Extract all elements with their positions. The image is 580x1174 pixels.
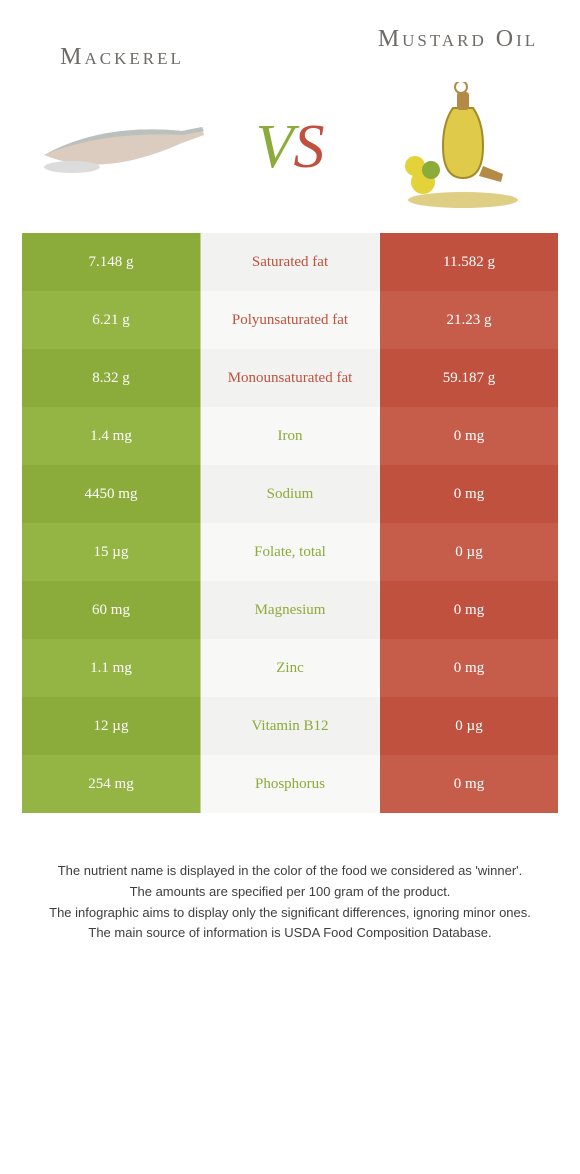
right-value-cell: 59.187 g bbox=[380, 349, 558, 407]
nutrient-name-cell: Iron bbox=[201, 407, 380, 465]
table-row: 15 µgFolate, total0 µg bbox=[22, 523, 558, 581]
left-value-cell: 8.32 g bbox=[22, 349, 201, 407]
right-value-cell: 11.582 g bbox=[380, 233, 558, 291]
nutrient-name-cell: Monounsaturated fat bbox=[201, 349, 380, 407]
table-row: 7.148 gSaturated fat11.582 g bbox=[22, 233, 558, 291]
nutrient-name-cell: Phosphorus bbox=[201, 755, 380, 813]
vs-letter-v: V bbox=[256, 112, 294, 183]
left-food-title: Mackerel bbox=[22, 44, 222, 71]
right-value-cell: 0 mg bbox=[380, 755, 558, 813]
comparison-table: 7.148 gSaturated fat11.582 g6.21 gPolyun… bbox=[22, 233, 558, 813]
left-value-cell: 12 µg bbox=[22, 697, 201, 755]
footnote-line: The infographic aims to display only the… bbox=[30, 903, 550, 924]
footnote-line: The amounts are specified per 100 gram o… bbox=[30, 882, 550, 903]
nutrient-name-cell: Vitamin B12 bbox=[201, 697, 380, 755]
header: Mackerel Mustard Oil bbox=[22, 16, 558, 71]
left-value-cell: 60 mg bbox=[22, 581, 201, 639]
images-row: V S bbox=[22, 77, 558, 217]
infographic-page: Mackerel Mustard Oil V S bbox=[0, 0, 580, 1174]
left-value-cell: 1.4 mg bbox=[22, 407, 201, 465]
left-value-cell: 6.21 g bbox=[22, 291, 201, 349]
left-value-cell: 15 µg bbox=[22, 523, 201, 581]
right-food-image bbox=[358, 82, 558, 212]
vs-letter-s: S bbox=[293, 112, 324, 183]
nutrient-name-cell: Saturated fat bbox=[201, 233, 380, 291]
left-value-cell: 254 mg bbox=[22, 755, 201, 813]
right-value-cell: 0 µg bbox=[380, 523, 558, 581]
left-value-cell: 1.1 mg bbox=[22, 639, 201, 697]
table-row: 254 mgPhosphorus0 mg bbox=[22, 755, 558, 813]
table-row: 60 mgMagnesium0 mg bbox=[22, 581, 558, 639]
right-value-cell: 0 µg bbox=[380, 697, 558, 755]
mackerel-icon bbox=[32, 97, 212, 197]
footnotes: The nutrient name is displayed in the co… bbox=[22, 861, 558, 944]
right-value-cell: 0 mg bbox=[380, 639, 558, 697]
right-food-title: Mustard Oil bbox=[358, 26, 558, 54]
footnote-line: The main source of information is USDA F… bbox=[30, 923, 550, 944]
right-value-cell: 0 mg bbox=[380, 407, 558, 465]
table-row: 6.21 gPolyunsaturated fat21.23 g bbox=[22, 291, 558, 349]
table-row: 4450 mgSodium0 mg bbox=[22, 465, 558, 523]
left-value-cell: 4450 mg bbox=[22, 465, 201, 523]
nutrient-name-cell: Polyunsaturated fat bbox=[201, 291, 380, 349]
right-value-cell: 21.23 g bbox=[380, 291, 558, 349]
mustard-oil-icon bbox=[383, 82, 533, 212]
table-row: 1.4 mgIron0 mg bbox=[22, 407, 558, 465]
nutrient-name-cell: Folate, total bbox=[201, 523, 380, 581]
vs-label: V S bbox=[256, 112, 325, 183]
right-value-cell: 0 mg bbox=[380, 581, 558, 639]
left-food-image bbox=[22, 82, 222, 212]
right-value-cell: 0 mg bbox=[380, 465, 558, 523]
table-row: 12 µgVitamin B120 µg bbox=[22, 697, 558, 755]
table-row: 1.1 mgZinc0 mg bbox=[22, 639, 558, 697]
nutrient-name-cell: Zinc bbox=[201, 639, 380, 697]
left-value-cell: 7.148 g bbox=[22, 233, 201, 291]
nutrient-name-cell: Sodium bbox=[201, 465, 380, 523]
nutrient-name-cell: Magnesium bbox=[201, 581, 380, 639]
footnote-line: The nutrient name is displayed in the co… bbox=[30, 861, 550, 882]
table-row: 8.32 gMonounsaturated fat59.187 g bbox=[22, 349, 558, 407]
